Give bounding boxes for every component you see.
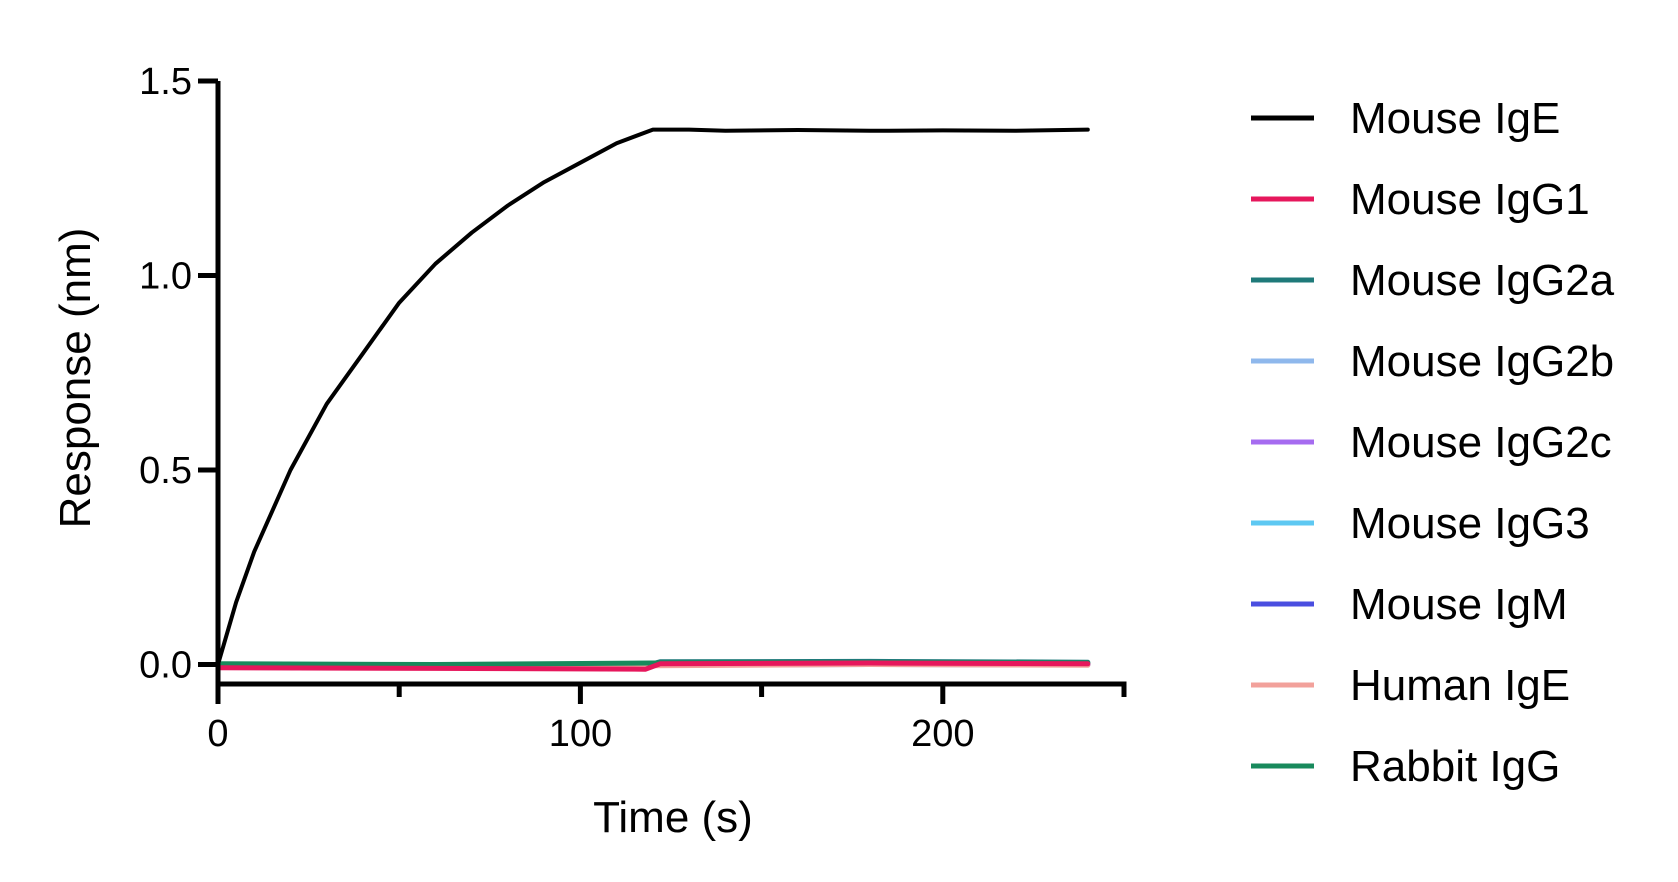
x-axis-title: Time (s): [593, 793, 753, 842]
legend-label: Mouse IgG1: [1350, 175, 1590, 224]
plot-series-group: [215, 127, 1091, 672]
series-line-mouse-igg1: [215, 660, 1091, 672]
legend: Mouse IgE Mouse IgG1 Mouse IgG2a Mouse IgG2…: [1251, 94, 1615, 791]
legend-label: Mouse IgG2b: [1350, 337, 1614, 386]
legend-label: Mouse IgE: [1350, 94, 1560, 143]
x-tick-label: 0: [207, 713, 228, 755]
legend-label: Mouse IgG3: [1350, 499, 1590, 548]
legend-label: Human IgE: [1350, 661, 1570, 710]
y-tick-label: 1.0: [139, 256, 192, 298]
tick-labels-group: 0.0 0.5 1.0 1.5 0 100 200: [139, 61, 974, 755]
series-line-mouse-ige: [216, 127, 1090, 667]
x-tick-label: 200: [911, 713, 974, 755]
axes-group: [198, 78, 1127, 704]
y-tick-label: 1.5: [139, 61, 192, 103]
legend-label: Mouse IgG2a: [1350, 256, 1615, 305]
legend-label: Mouse IgM: [1350, 580, 1568, 629]
y-tick-label: 0.0: [139, 645, 192, 687]
y-tick-label: 0.5: [139, 450, 192, 492]
x-tick-label: 100: [549, 713, 612, 755]
legend-label: Mouse IgG2c: [1350, 418, 1612, 467]
legend-label: Rabbit IgG: [1350, 742, 1560, 791]
y-axis-title: Response (nm): [51, 228, 100, 529]
